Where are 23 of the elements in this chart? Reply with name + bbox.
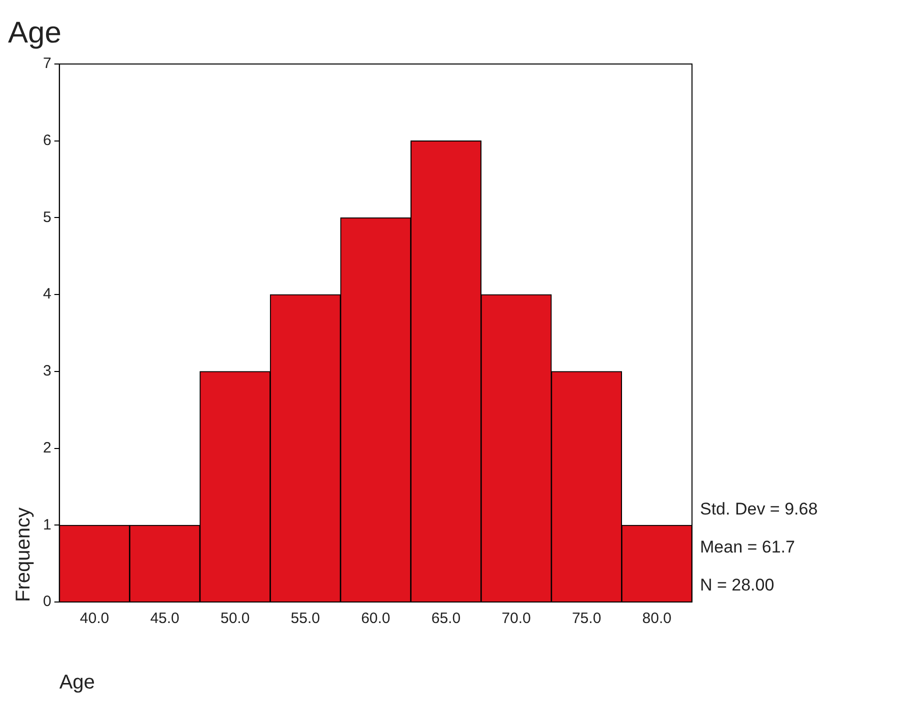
- x-tick-label: 55.0: [290, 610, 320, 628]
- chart-title: Age: [8, 16, 62, 50]
- y-tick-label: 5: [43, 208, 52, 226]
- y-tick-label: 7: [43, 55, 52, 72]
- x-tick-label: 80.0: [642, 610, 672, 628]
- x-tick-label: 40.0: [80, 610, 110, 628]
- y-tick-label: 1: [43, 516, 52, 534]
- y-axis-title: Frequency: [12, 508, 35, 602]
- x-tick-label: 75.0: [572, 610, 602, 628]
- x-tick-label: 65.0: [431, 610, 461, 628]
- text: Std. Dev = 9.68: [700, 500, 818, 519]
- x-tick-label: 50.0: [220, 610, 250, 628]
- text: Mean = 61.7: [700, 538, 795, 557]
- y-tick-label: 0: [43, 593, 52, 610]
- x-tick-label: 45.0: [150, 610, 180, 628]
- y-tick-label: 6: [43, 132, 52, 149]
- x-tick-label: 60.0: [361, 610, 390, 628]
- x-tick-label: 70.0: [502, 610, 531, 628]
- y-tick-label: 3: [43, 362, 52, 380]
- x-axis-title: Age: [59, 672, 95, 694]
- y-tick-label: 2: [43, 439, 52, 456]
- text: N = 28.00: [700, 576, 774, 595]
- y-tick-label: 4: [43, 286, 52, 303]
